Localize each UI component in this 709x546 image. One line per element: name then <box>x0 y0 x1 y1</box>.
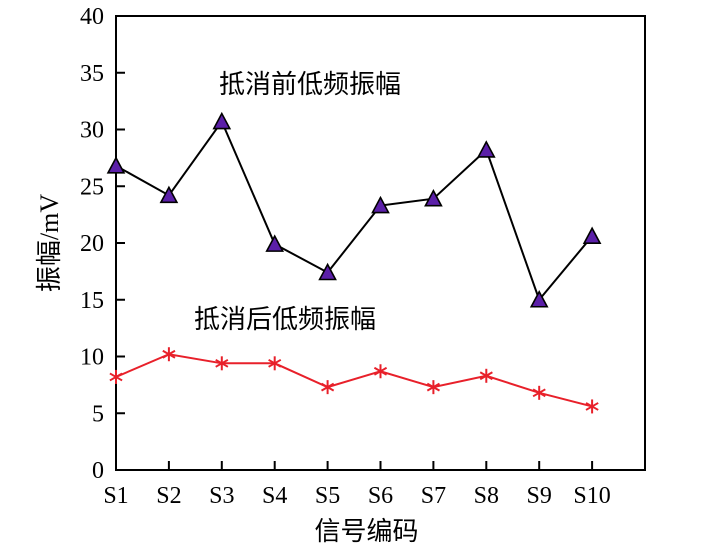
data-point-triangle <box>106 156 126 174</box>
x-axis-title: 信号编码 <box>314 517 418 546</box>
x-tick-label: S7 <box>421 483 446 509</box>
data-point-asterisk <box>479 368 493 383</box>
data-point-asterisk <box>373 364 388 379</box>
data-point-triangle <box>265 234 285 252</box>
asterisk-stroke <box>109 372 123 382</box>
x-tick-label: S1 <box>103 483 128 509</box>
asterisk-stroke <box>321 382 335 392</box>
series-line-1 <box>115 119 593 302</box>
series-line-2 <box>115 353 593 408</box>
y-tick-label: 40 <box>80 4 104 30</box>
data-point-triangle <box>159 185 179 204</box>
asterisk-stroke <box>532 388 546 398</box>
y-tick-label: 0 <box>92 458 104 484</box>
series-annotation-1: 抵消前低频振幅 <box>219 70 401 99</box>
x-tick-label: S10 <box>573 483 610 509</box>
data-point-triangle <box>529 290 549 308</box>
data-point-asterisk <box>532 385 546 400</box>
y-tick-label: 15 <box>80 288 104 314</box>
data-point-triangle <box>212 111 232 130</box>
data-point-asterisk <box>268 356 282 371</box>
asterisk-stroke <box>215 358 229 368</box>
x-tick-label: S9 <box>527 483 552 509</box>
y-tick-label: 20 <box>80 231 104 257</box>
x-tick-label: S3 <box>209 483 234 509</box>
x-tick-label: S4 <box>262 483 287 509</box>
y-tick-label: 10 <box>80 345 104 371</box>
data-point-asterisk <box>109 369 123 384</box>
asterisk-stroke <box>162 349 176 359</box>
asterisk-stroke <box>479 371 493 381</box>
asterisk-stroke <box>268 358 282 368</box>
data-point-triangle <box>371 195 390 214</box>
y-tick-label: 5 <box>92 401 104 427</box>
data-point-asterisk <box>162 347 176 362</box>
data-point-triangle <box>424 189 443 207</box>
series-annotation-2: 抵消后低频振幅 <box>194 305 376 334</box>
x-tick-label: S5 <box>315 483 340 509</box>
data-point-asterisk <box>215 356 229 371</box>
y-tick-label: 30 <box>80 118 104 144</box>
data-point-triangle <box>318 262 337 281</box>
asterisk-stroke <box>585 402 599 411</box>
data-point-asterisk <box>585 399 599 414</box>
y-axis-title: 振幅/mV <box>35 194 64 292</box>
data-point-asterisk <box>321 380 335 395</box>
x-tick-label: S8 <box>474 483 499 509</box>
x-tick-label: S2 <box>156 483 181 509</box>
asterisk-stroke <box>373 366 388 376</box>
x-tick-label: S6 <box>368 483 393 509</box>
data-point-triangle <box>476 140 496 158</box>
data-point-triangle <box>582 226 602 244</box>
data-point-asterisk <box>426 380 440 395</box>
y-tick-label: 35 <box>80 61 104 87</box>
asterisk-stroke <box>426 382 440 392</box>
y-tick-label: 25 <box>80 174 104 200</box>
